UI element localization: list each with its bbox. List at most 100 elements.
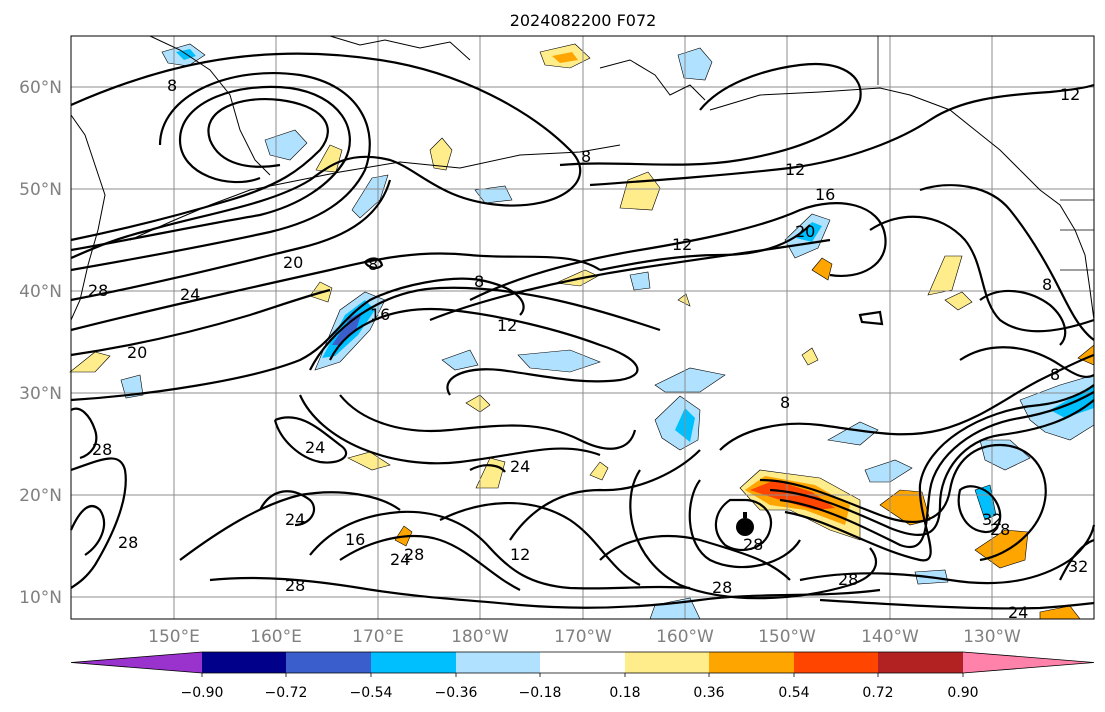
contour-line — [70, 179, 392, 302]
colorbar-segment — [709, 652, 794, 673]
contour-label: 8 — [368, 255, 378, 274]
coastline-japan — [70, 114, 106, 321]
shading-warm-patch — [315, 144, 343, 173]
colorbar-segment — [371, 652, 456, 673]
contour-line — [559, 62, 862, 167]
contour-line — [70, 71, 371, 272]
contour-line — [329, 308, 639, 396]
contour-line — [869, 215, 1095, 333]
contour-line — [70, 52, 582, 260]
colorbar-segment — [540, 652, 625, 673]
colorbar-segment — [286, 652, 371, 673]
contour-line — [273, 416, 348, 464]
contour-line — [979, 289, 1067, 346]
contour-line — [599, 534, 791, 581]
lon-label: 180°W — [451, 627, 509, 647]
contour-label: 8 — [474, 272, 484, 291]
anomaly-shading — [69, 43, 1095, 620]
shading-blue-patch — [474, 185, 513, 204]
lon-label: 160°W — [656, 627, 714, 647]
contour-line — [1059, 538, 1095, 581]
contour-line — [309, 510, 691, 590]
contour-line — [70, 288, 331, 357]
shading-warm-patch — [69, 351, 111, 373]
lat-label: 30°N — [19, 384, 62, 404]
contour-label: 16 — [370, 305, 390, 324]
contour-label: 24 — [1008, 603, 1028, 622]
contour-line — [469, 464, 506, 473]
contour-line — [70, 98, 329, 242]
graticule — [71, 36, 1094, 619]
contour-line — [298, 394, 601, 465]
lat-label: 20°N — [19, 486, 62, 506]
border-states — [1060, 229, 1094, 271]
lon-label: 150°E — [148, 627, 200, 647]
shading-warm-patch — [677, 293, 691, 307]
contour-label: 8 — [167, 76, 177, 95]
contour-line — [819, 598, 1095, 610]
contour-line — [363, 257, 384, 269]
lat-label: 40°N — [19, 282, 62, 302]
shading-warm-patch — [944, 291, 973, 311]
contour-label: 12 — [497, 316, 517, 335]
contour-line — [769, 399, 1095, 536]
contour-label: 12 — [1060, 85, 1080, 104]
contour-label: 20 — [795, 222, 815, 241]
colorbar-tick-label: 0.90 — [947, 685, 978, 701]
contour-label: 24 — [390, 550, 410, 569]
shading-warm-patch — [465, 394, 491, 413]
contour-line — [589, 83, 1095, 187]
coastline-alaska-south — [709, 87, 1021, 171]
contour-line — [784, 384, 1095, 562]
colorbar-segment — [963, 652, 1094, 673]
contour-label: 32 — [982, 510, 1002, 529]
colorbar-tick-label: 0.36 — [693, 685, 724, 701]
contour-label: 28 — [404, 545, 424, 564]
lon-label: 160°E — [250, 627, 302, 647]
contour-line — [714, 498, 773, 552]
contour-line — [759, 443, 1047, 562]
coastline-kamchatka — [149, 35, 271, 176]
colorbar-tick-label: −0.54 — [350, 685, 393, 701]
shading-blue-patch — [517, 349, 601, 373]
contour-line — [70, 277, 525, 402]
contour-label: 24 — [285, 510, 305, 529]
colorbar-tick-labels: −0.90 −0.72 −0.54 −0.36 −0.18 0.18 0.36 … — [181, 685, 979, 701]
shading-blue-patch — [441, 349, 479, 371]
contour-label: 28 — [92, 440, 112, 459]
contour-line — [957, 485, 1002, 534]
shading-warm-patch — [801, 347, 819, 366]
colorbar-tick-label: 0.72 — [862, 685, 893, 701]
colorbar-tick-label: 0.18 — [609, 685, 640, 701]
lon-label: 170°E — [352, 627, 404, 647]
contour-label: 8 — [780, 393, 790, 412]
contour-line — [309, 286, 661, 371]
shading-blue-patch — [827, 421, 879, 446]
contour-label: 28 — [990, 520, 1010, 539]
contour-label: 28 — [118, 533, 138, 552]
colorbar-segment — [202, 652, 286, 673]
contour-label: 20 — [283, 253, 303, 272]
contour-label: 32 — [1068, 557, 1088, 576]
colorbar-tick-label: −0.72 — [265, 685, 308, 701]
coastline-alaska-west — [599, 59, 706, 101]
contour-line — [599, 224, 811, 272]
contour-line — [509, 449, 701, 541]
lon-label: 130°W — [963, 627, 1021, 647]
contour-label: 20 — [127, 343, 147, 362]
contour-label: 24 — [510, 457, 530, 476]
contour-label: 28 — [88, 281, 108, 300]
shading-warm-patch — [589, 461, 609, 481]
lon-label: 140°W — [861, 627, 919, 647]
contour-line — [469, 202, 887, 301]
contour-label: 28 — [712, 578, 732, 597]
contour-label: 28 — [743, 535, 763, 554]
shading-blue-patch — [629, 271, 651, 291]
lon-label: 170°W — [554, 627, 612, 647]
contour-label: 24 — [180, 285, 200, 304]
colorbar-tick-label: −0.36 — [435, 685, 478, 701]
shading-warm-patch — [347, 451, 391, 471]
contour-line — [858, 310, 884, 326]
map-area: 8 8 8 8 8 8 8 12 12 12 12 12 16 16 16 20… — [69, 35, 1096, 622]
